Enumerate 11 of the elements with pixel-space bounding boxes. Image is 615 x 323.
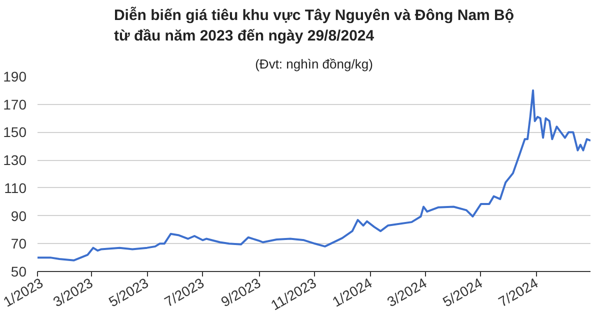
chart-subtitle: (Đvt: nghìn đồng/kg) (255, 56, 373, 72)
y-tick-label: 90 (10, 208, 27, 224)
y-tick-label: 70 (10, 236, 27, 252)
y-tick-label: 150 (3, 124, 27, 140)
y-tick-label: 130 (3, 152, 27, 168)
y-tick-label: 170 (3, 96, 27, 112)
y-tick-label: 110 (4, 180, 27, 196)
y-tick-label: 190 (3, 68, 27, 84)
chart-title: Diễn biến giá tiêu khu vực Tây Nguyên và Đông Nam Bộ từ đầu năm 2023 đến ngày 29/8/2024 (114, 6, 514, 44)
y-tick-label: 50 (10, 264, 27, 280)
line-series (38, 89, 590, 262)
